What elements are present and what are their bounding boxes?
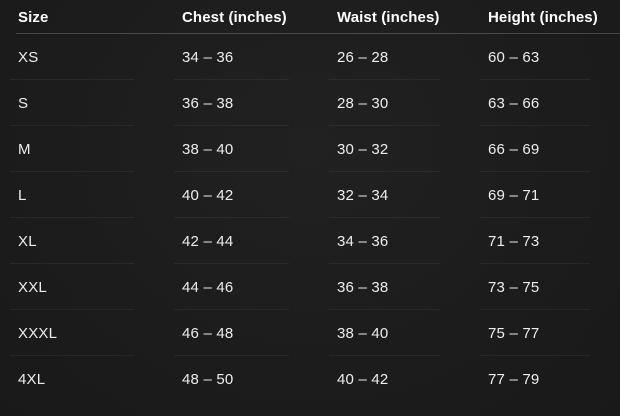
size-chart-table: Size Chest (inches) Waist (inches) Heigh…: [0, 0, 620, 402]
cell-size: 4XL: [18, 370, 46, 388]
cell-height: 69 – 71: [470, 172, 620, 218]
table-row: L 40 – 42 32 – 34 69 – 71: [0, 172, 620, 218]
cell-waist: 34 – 36: [319, 218, 470, 264]
cell-chest: 46 – 48: [164, 310, 319, 356]
header-row: Size Chest (inches) Waist (inches) Heigh…: [0, 0, 620, 34]
cell-waist: 36 – 38: [319, 264, 470, 310]
cell-height: 71 – 73: [470, 218, 620, 264]
table-row: 4XL 48 – 50 40 – 42 77 – 79: [0, 356, 620, 402]
cell-waist: 26 – 28: [319, 34, 470, 80]
cell-waist: 40 – 42: [337, 370, 389, 388]
cell-chest: 40 – 42: [164, 172, 319, 218]
table-row: XL 42 – 44 34 – 36 71 – 73: [0, 218, 620, 264]
cell-height: 75 – 77: [470, 310, 620, 356]
cell-chest: 36 – 38: [164, 80, 319, 126]
cell-size: L: [0, 172, 164, 218]
cell-chest: 38 – 40: [164, 126, 319, 172]
cell-height: 60 – 63: [470, 34, 620, 80]
cell-waist: 32 – 34: [319, 172, 470, 218]
cell-height: 66 – 69: [470, 126, 620, 172]
table-row: M 38 – 40 30 – 32 66 – 69: [0, 126, 620, 172]
cell-chest: 48 – 50: [182, 370, 234, 388]
cell-chest: 44 – 46: [164, 264, 319, 310]
cell-height: 63 – 66: [470, 80, 620, 126]
cell-chest: 42 – 44: [164, 218, 319, 264]
cell-waist: 38 – 40: [319, 310, 470, 356]
column-header-size: Size: [0, 0, 164, 34]
column-header-height: Height (inches): [470, 0, 620, 34]
cell-size: S: [0, 80, 164, 126]
table-row: XXXL 46 – 48 38 – 40 75 – 77: [0, 310, 620, 356]
cell-size: M: [0, 126, 164, 172]
column-header-chest: Chest (inches): [164, 0, 319, 34]
table-row: S 36 – 38 28 – 30 63 – 66: [0, 80, 620, 126]
table-row: XXL 44 – 46 36 – 38 73 – 75: [0, 264, 620, 310]
cell-height: 77 – 79: [488, 370, 540, 388]
cell-size: XS: [0, 34, 164, 80]
cell-size: XXXL: [0, 310, 164, 356]
cell-waist: 28 – 30: [319, 80, 470, 126]
table-body: XS 34 – 36 26 – 28 60 – 63 S 36 – 38 28 – 30 63…: [0, 34, 620, 402]
cell-size: XXL: [0, 264, 164, 310]
column-header-waist: Waist (inches): [319, 0, 470, 34]
cell-height: 73 – 75: [470, 264, 620, 310]
table-row: XS 34 – 36 26 – 28 60 – 63: [0, 34, 620, 80]
cell-waist: 30 – 32: [319, 126, 470, 172]
cell-size: XL: [0, 218, 164, 264]
cell-chest: 34 – 36: [164, 34, 319, 80]
